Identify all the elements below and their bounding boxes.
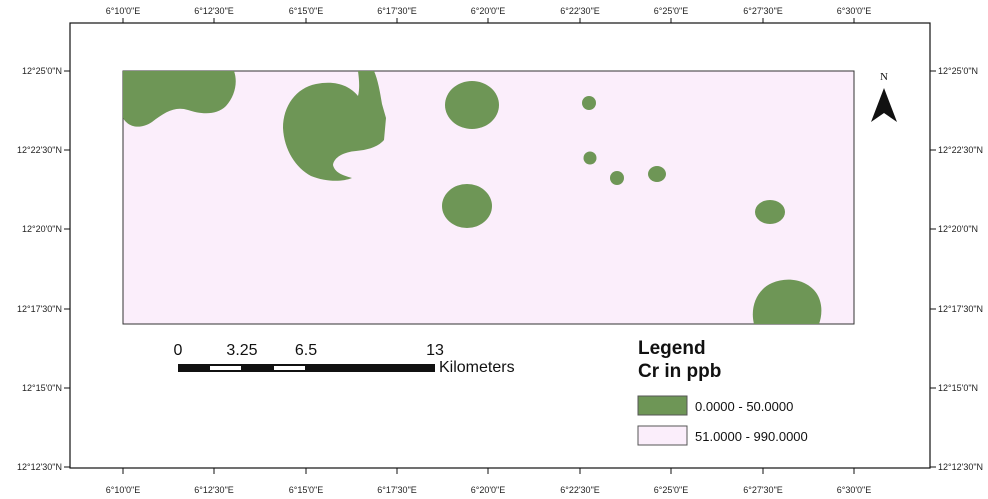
left-lat-label-2: 12°20'0"N [22,224,62,234]
patch-small-2 [583,151,597,165]
patch-east [755,200,785,224]
top-lon-label-3: 6°17'30"E [377,6,417,16]
bottom-lon-label-6: 6°25'0"E [654,485,689,495]
left-latitude-labels: 12°25'0"N 12°22'30"N 12°20'0"N 12°17'30"N 12… [17,66,62,472]
scale-number-2: 6.5 [295,342,317,359]
right-lat-label-0: 12°25'0"N [938,66,978,76]
legend-label-low: 0.0000 - 50.0000 [695,399,793,414]
legend-label-high: 51.0000 - 990.0000 [695,429,808,444]
patch-small-4 [648,166,666,182]
patch-northwest [123,71,236,127]
patch-large-west-central [283,71,386,181]
top-lon-label-6: 6°25'0"E [654,6,689,16]
bottom-lon-label-2: 6°15'0"E [289,485,324,495]
bottom-lon-label-5: 6°22'30"E [560,485,600,495]
legend-title: Legend [638,338,706,359]
top-longitude-labels: 6°10'0"E 6°12'30"E 6°15'0"E 6°17'30"E 6°20'0… [106,6,872,16]
scale-number-0: 0 [174,342,183,359]
left-lat-label-3: 12°17'30"N [17,304,62,314]
legend: Legend Cr in ppb 0.0000 - 50.0000 51.000… [637,338,808,446]
scale-number-1: 3.25 [226,342,257,359]
north-label: N [880,71,888,83]
right-lat-label-5: 12°12'30"N [938,462,983,472]
north-arrow-icon [871,88,897,122]
left-lat-label-1: 12°22'30"N [17,145,62,155]
scale-unit: Kilometers [439,359,515,376]
right-lat-label-1: 12°22'30"N [938,145,983,155]
top-lon-label-1: 6°12'30"E [194,6,234,16]
patch-small-3 [610,171,624,185]
legend-swatch-low [637,395,688,416]
top-lon-label-5: 6°22'30"E [560,6,600,16]
legend-swatch-high [637,425,688,446]
scale-bar-outline [178,364,435,372]
patch-central-south [442,184,492,228]
bottom-lon-label-4: 6°20'0"E [471,485,506,495]
right-latitude-labels: 12°25'0"N 12°22'30"N 12°20'0"N 12°17'30"N 12… [938,66,983,472]
scale-bar: 0 3.25 6.5 13 Kilometers [174,342,515,376]
right-lat-label-4: 12°15'0"N [938,383,978,393]
right-lat-label-2: 12°20'0"N [938,224,978,234]
bottom-lon-label-1: 6°12'30"E [194,485,234,495]
graticule-ticks [64,18,936,474]
scale-number-3: 13 [426,342,444,359]
patch-southeast [752,279,822,324]
scale-segment-white-2 [274,366,305,370]
bottom-longitude-labels: 6°10'0"E 6°12'30"E 6°15'0"E 6°17'30"E 6°20'0… [106,485,872,495]
left-lat-label-5: 12°12'30"N [17,462,62,472]
legend-subtitle: Cr in ppb [638,361,721,382]
bottom-lon-label-7: 6°27'30"E [743,485,783,495]
left-lat-label-4: 12°15'0"N [22,383,62,393]
top-lon-label-8: 6°30'0"E [837,6,872,16]
low-cr-patches [123,71,822,324]
scale-segment-white-1 [210,366,241,370]
bottom-lon-label-0: 6°10'0"E [106,485,141,495]
bottom-lon-label-3: 6°17'30"E [377,485,417,495]
north-arrow: N [871,71,897,122]
top-lon-label-0: 6°10'0"E [106,6,141,16]
left-lat-label-0: 12°25'0"N [22,66,62,76]
patch-small-1 [582,96,596,110]
top-lon-label-4: 6°20'0"E [471,6,506,16]
right-lat-label-3: 12°17'30"N [938,304,983,314]
top-lon-label-7: 6°27'30"E [743,6,783,16]
bottom-lon-label-8: 6°30'0"E [837,485,872,495]
patch-central-north [445,81,499,129]
top-lon-label-2: 6°15'0"E [289,6,324,16]
